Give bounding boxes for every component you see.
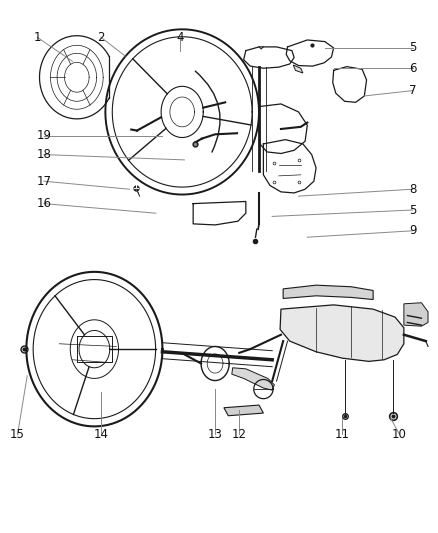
Text: 1: 1 <box>33 31 41 44</box>
Text: 6: 6 <box>408 62 416 75</box>
Text: 4: 4 <box>176 31 184 44</box>
Text: 5: 5 <box>408 204 415 216</box>
Polygon shape <box>223 405 263 416</box>
Polygon shape <box>283 285 372 300</box>
Text: 16: 16 <box>36 197 51 210</box>
Text: 11: 11 <box>334 428 349 441</box>
Polygon shape <box>403 303 427 326</box>
Text: 17: 17 <box>36 175 51 188</box>
Text: 15: 15 <box>10 428 25 441</box>
Text: 10: 10 <box>391 428 406 441</box>
Text: 9: 9 <box>408 224 416 237</box>
Text: 13: 13 <box>207 428 222 441</box>
Text: 5: 5 <box>408 42 415 54</box>
Text: 18: 18 <box>36 148 51 161</box>
Text: 19: 19 <box>36 130 51 142</box>
Text: 8: 8 <box>408 183 415 196</box>
Text: 2: 2 <box>97 31 105 44</box>
Polygon shape <box>293 65 302 73</box>
Text: 7: 7 <box>408 84 416 97</box>
Polygon shape <box>231 368 274 390</box>
Polygon shape <box>279 305 403 361</box>
Text: 14: 14 <box>93 428 108 441</box>
Text: 12: 12 <box>231 428 246 441</box>
